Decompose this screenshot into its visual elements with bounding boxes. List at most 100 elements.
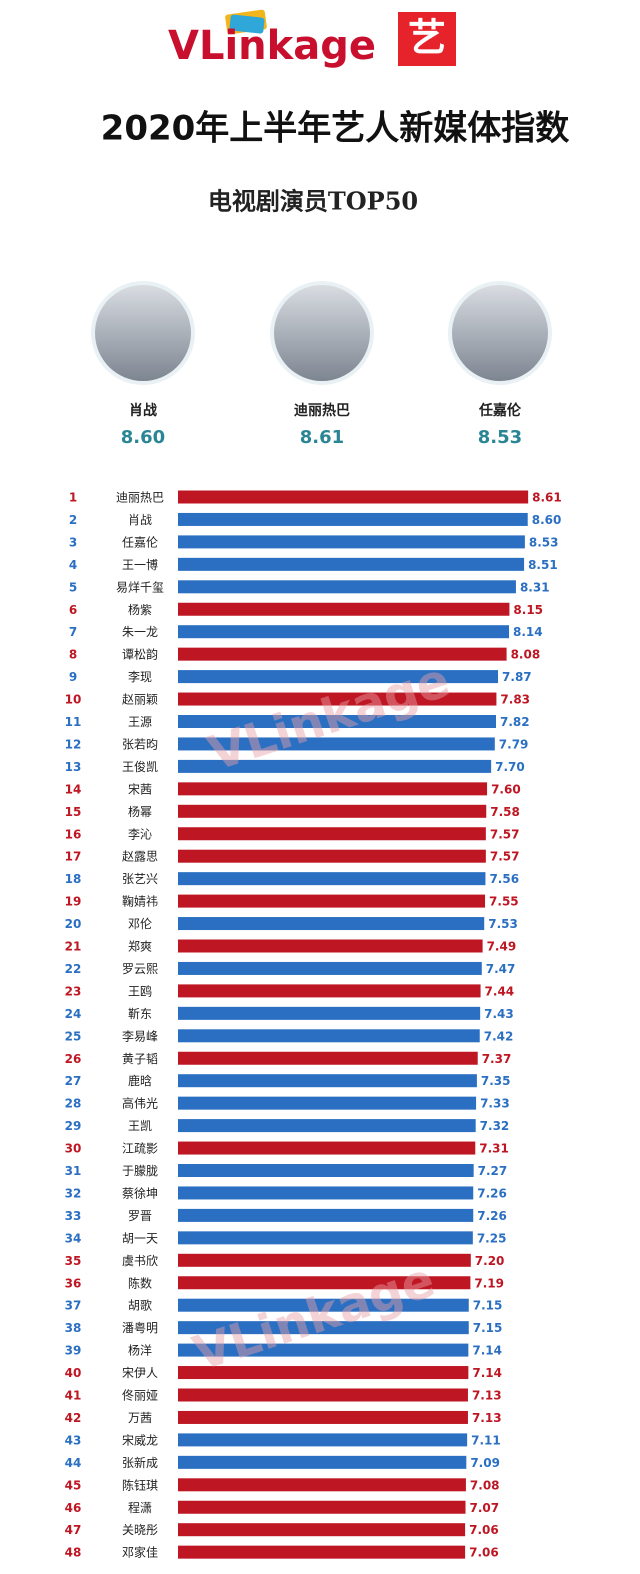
rank: 46 (65, 1501, 82, 1515)
value-label: 7.56 (489, 872, 519, 886)
category-label: 鞠婧祎 (122, 894, 158, 909)
value-label: 7.26 (477, 1209, 507, 1223)
rank: 17 (65, 850, 82, 864)
rank: 19 (65, 895, 82, 909)
rank: 26 (65, 1052, 82, 1066)
value-label: 8.31 (520, 580, 550, 594)
category-label: 李易峰 (122, 1028, 158, 1043)
value-label: 7.15 (473, 1299, 503, 1313)
category-label: 邓家佳 (122, 1545, 158, 1560)
category-label: 胡一天 (122, 1231, 158, 1245)
rank: 10 (65, 693, 82, 707)
value-label: 8.53 (529, 535, 559, 549)
category-label: 杨紫 (128, 602, 152, 617)
bar (178, 1119, 476, 1133)
value-label: 7.55 (489, 895, 519, 909)
rank: 3 (69, 535, 77, 549)
bar (178, 939, 483, 953)
bar (178, 1433, 468, 1447)
category-label: 鹿晗 (128, 1073, 152, 1088)
bar (178, 1455, 467, 1469)
category-label: 张艺兴 (122, 872, 158, 886)
bar (178, 1366, 469, 1380)
category-label: 朱一龙 (122, 625, 158, 639)
bar (178, 1500, 466, 1514)
value-label: 7.60 (491, 782, 521, 796)
value-label: 7.06 (469, 1523, 499, 1537)
bar (178, 872, 486, 886)
bar-chart: 1 迪丽热巴 8.61 2 肖战 8.60 3 任嘉伦 8.53 4 王一博 8.51 5 易烊千玺 8.3… (65, 490, 562, 1560)
category-label: 任嘉伦 (122, 534, 158, 549)
category-label: 程潇 (128, 1500, 152, 1515)
bar (178, 1410, 468, 1424)
rank: 32 (65, 1186, 82, 1200)
rank: 15 (65, 805, 82, 819)
category-label: 罗晋 (128, 1209, 152, 1223)
rank: 42 (65, 1411, 82, 1425)
value-label: 7.27 (478, 1164, 508, 1178)
bar (178, 961, 482, 975)
rank: 29 (65, 1119, 82, 1133)
rank: 34 (65, 1231, 82, 1245)
bar (178, 737, 495, 751)
bar (178, 984, 481, 998)
category-label: 潘粤明 (122, 1320, 158, 1335)
category-label: 王一博 (122, 557, 158, 572)
bar (178, 647, 507, 661)
value-label: 7.15 (473, 1321, 503, 1335)
value-label: 7.20 (475, 1254, 505, 1268)
rank: 36 (65, 1276, 82, 1290)
bar (178, 1164, 474, 1177)
podium-name: 肖战 (129, 402, 157, 419)
category-label: 杨幂 (128, 804, 152, 819)
rank: 12 (65, 737, 82, 751)
rank: 41 (65, 1389, 82, 1403)
rank: 28 (65, 1097, 82, 1111)
bar (178, 1051, 478, 1065)
bar (178, 557, 525, 571)
bar (178, 692, 497, 706)
rank: 35 (65, 1254, 82, 1268)
bar (178, 849, 486, 863)
rank: 44 (65, 1456, 82, 1470)
value-label: 7.82 (500, 715, 530, 729)
rank: 9 (69, 670, 77, 684)
category-label: 迪丽热巴 (116, 491, 164, 505)
value-label: 8.15 (513, 603, 543, 617)
category-label: 虞书欣 (122, 1254, 158, 1268)
rank: 1 (69, 491, 77, 505)
category-label: 关晓彤 (122, 1523, 158, 1537)
avatar (274, 285, 370, 381)
rank: 16 (65, 827, 82, 841)
bar (178, 715, 497, 728)
rank: 39 (65, 1344, 82, 1358)
category-label: 王鸥 (128, 983, 152, 998)
rank: 30 (65, 1142, 82, 1156)
category-label: 蔡徐坤 (122, 1185, 158, 1200)
value-label: 7.09 (470, 1456, 500, 1470)
category-label: 赵丽颖 (122, 693, 158, 707)
value-label: 7.79 (499, 737, 529, 751)
bar (178, 670, 499, 684)
rank: 33 (65, 1209, 82, 1223)
bar (178, 625, 510, 639)
value-label: 7.57 (490, 827, 520, 841)
bar (178, 602, 510, 616)
value-label: 7.11 (471, 1433, 501, 1447)
value-label: 7.87 (502, 670, 532, 684)
bar (178, 490, 529, 504)
logo-icon-box (398, 12, 456, 66)
podium-score: 8.61 (300, 427, 344, 448)
bar (178, 1321, 469, 1335)
category-label: 张若昀 (122, 737, 158, 751)
bar (178, 804, 487, 818)
category-label: 高伟光 (122, 1096, 158, 1111)
value-label: 7.26 (477, 1186, 507, 1200)
bar (178, 1029, 480, 1043)
podium-name: 任嘉伦 (478, 402, 522, 419)
rank: 13 (65, 760, 82, 774)
bar (178, 1388, 468, 1402)
category-label: 于朦胧 (122, 1164, 158, 1178)
category-label: 李沁 (128, 826, 152, 841)
